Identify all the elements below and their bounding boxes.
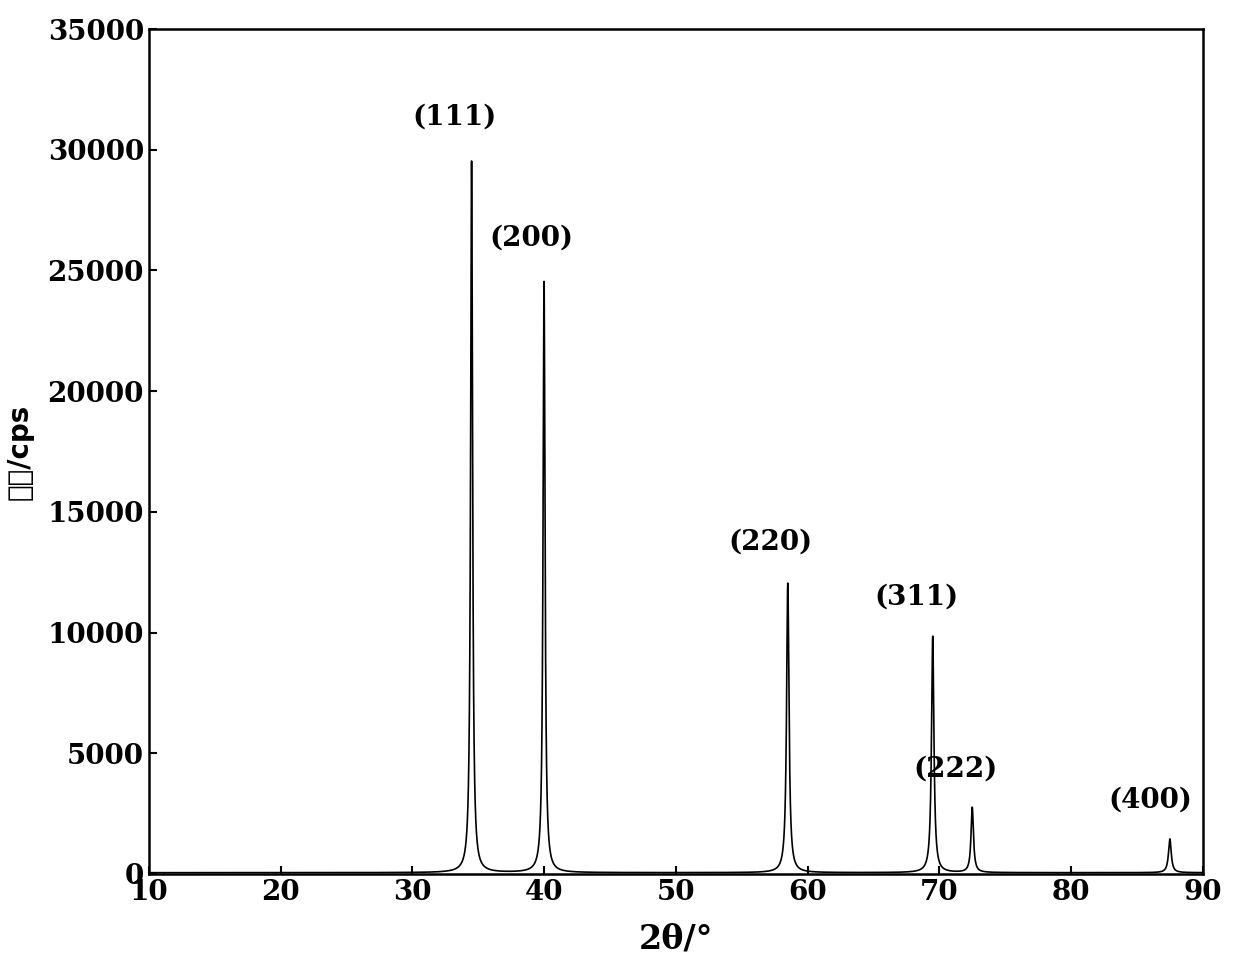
Text: (222): (222) (913, 755, 997, 783)
Text: (311): (311) (875, 584, 959, 611)
Text: (111): (111) (413, 104, 496, 130)
X-axis label: 2θ/°: 2θ/° (639, 922, 713, 955)
Text: (400): (400) (1109, 787, 1192, 814)
Text: (200): (200) (489, 224, 573, 251)
Y-axis label: 強度/cps: 強度/cps (6, 403, 33, 500)
Text: (220): (220) (729, 528, 812, 555)
